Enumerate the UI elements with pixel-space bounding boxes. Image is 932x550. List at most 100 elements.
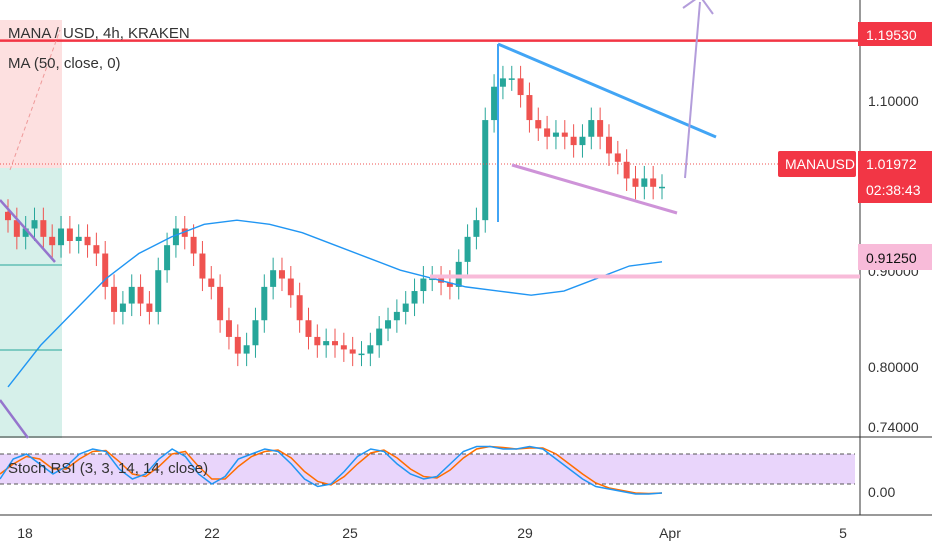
candle-body [605,136,612,154]
lower-trendline [511,163,678,215]
countdown-label: 02:38:43 [866,182,921,198]
candles [5,65,665,367]
candle-body [332,341,338,346]
candle-body [305,320,312,337]
candle-body [208,278,215,287]
candle-body [40,220,47,237]
candle-body [429,278,436,281]
candle-body [420,278,427,292]
last-price-tag [858,151,932,203]
resistance-tag-label: 1.19530 [866,27,917,43]
candle-body [623,161,630,179]
candle-body [508,78,515,80]
candle-body [455,261,462,287]
candle-body [323,341,330,346]
time-label-18: 18 [17,525,33,541]
left-trendline-upper [0,199,56,263]
ma-indicator-label: MA (50, close, 0) [8,55,121,72]
candle-body [570,136,577,146]
stoch-d-line [0,445,663,495]
candle-body [181,228,188,237]
candle-body [393,311,400,321]
candle-body [402,303,409,312]
time-label-22: 22 [204,525,220,541]
candle-body [632,178,639,187]
candle-body [526,95,533,121]
candle-body [75,236,82,242]
candle-body [190,236,197,254]
moving-average-line [7,219,663,388]
candle-body [234,336,241,354]
candle-body [491,86,498,121]
arrow-head-icon [682,0,714,15]
support-tag-label: 0.91250 [866,250,917,266]
candle-body [473,220,480,237]
candle-body [650,178,657,187]
candle-body [464,236,471,262]
candle-body [544,128,551,137]
candle-body [659,186,665,189]
stoch-tick: 0.00 [868,484,895,500]
candle-body [614,153,621,162]
symbol-title: MANA / USD, 4h, KRAKEN [8,25,190,42]
candle-body [376,328,383,346]
time-label-5: 5 [839,525,847,541]
candle-body [5,211,11,221]
candle-body [49,236,56,246]
candle-body [270,270,277,287]
candle-body [278,270,285,279]
candle-body [199,253,206,279]
candle-body [597,120,604,137]
candle-body [155,270,162,312]
stoch-k-line [0,445,663,495]
symbol-tag-label: MANAUSD [785,156,855,172]
price-tick-3: 0.74000 [868,419,919,435]
candle-body [296,295,303,321]
candle-body [164,245,171,271]
time-label-apr: Apr [659,525,681,541]
candle-body [217,286,224,321]
symbol-tag [778,151,856,177]
candle-body [137,286,144,304]
candle-body [261,286,268,321]
candle-body [128,286,135,304]
candle-body [13,220,20,237]
upper-trendline [497,42,717,139]
candle-body [517,78,524,96]
candle-body [552,132,559,137]
time-label-25: 25 [342,525,358,541]
candle-body [102,253,109,287]
candle-body [641,178,648,187]
candle-body [225,320,232,337]
candle-body [579,136,586,146]
price-tick-2: 0.80000 [868,359,919,375]
support-tag [858,244,932,270]
stoch-indicator-label: Stoch RSI (3, 3, 14, 14, close) [8,460,208,477]
candle-body [119,303,126,312]
candle-body [411,291,418,304]
candle-body [252,320,259,346]
candle-body [243,345,250,354]
candle-body [146,303,153,312]
candle-body [111,286,118,312]
candle-body [358,353,365,356]
candle-body [367,345,374,354]
short-position-zone [0,20,62,168]
candle-body [287,278,294,296]
candle-body [22,228,29,237]
candle-body [349,349,356,354]
candle-body [58,228,65,246]
breakout-arrow [684,1,701,179]
candle-body [482,120,489,221]
candle-body [499,78,506,87]
left-trendline-lower [0,399,30,439]
long-position-zone [0,168,62,438]
last-price-label: 1.01972 [866,156,917,172]
candle-body [446,282,453,287]
candle-body [314,336,321,346]
candle-body [535,120,542,129]
candle-body [31,220,38,229]
candle-body [340,345,347,350]
candle-body [84,236,91,246]
